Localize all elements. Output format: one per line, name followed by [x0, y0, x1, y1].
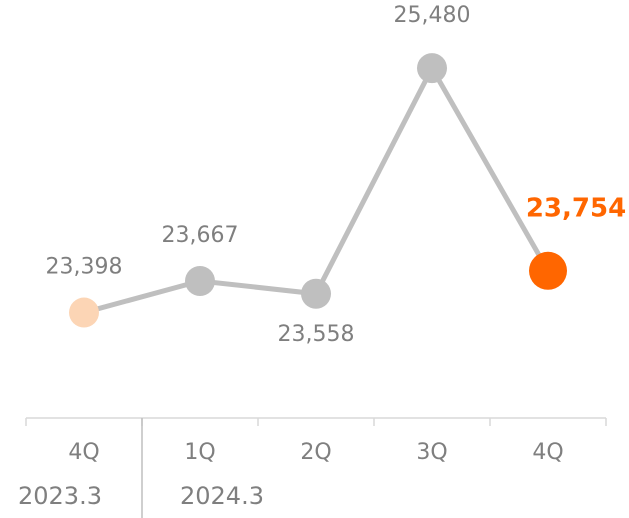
group-label: 2023.3	[18, 482, 102, 510]
point	[185, 265, 215, 296]
x-tick-label: 4Q	[68, 440, 99, 465]
value-label: 23,754	[526, 193, 626, 223]
value-label: 23,667	[162, 223, 239, 248]
line	[83, 62, 551, 315]
group-label: 2024.3	[180, 482, 264, 510]
x-tick-label: 4Q	[532, 440, 563, 465]
point	[417, 53, 447, 84]
value-label: 23,398	[46, 255, 123, 280]
x-tick-label: 3Q	[416, 440, 447, 465]
x-tick-label: 1Q	[184, 440, 215, 465]
x-tick-label: 2Q	[300, 440, 331, 465]
value-label: 25,480	[394, 3, 471, 28]
point	[529, 251, 567, 290]
point	[301, 278, 331, 309]
point	[69, 297, 99, 328]
value-label: 23,558	[278, 322, 355, 347]
